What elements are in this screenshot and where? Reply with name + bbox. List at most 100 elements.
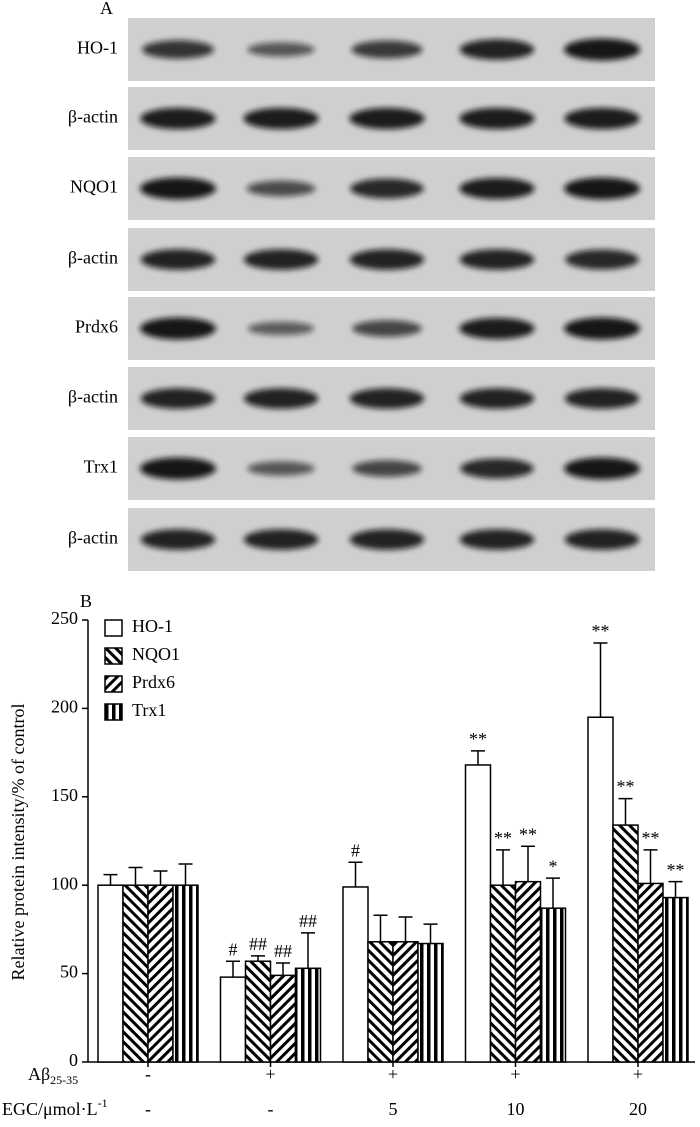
error-bar — [348, 861, 363, 887]
bar — [122, 884, 149, 1063]
blot-band — [352, 320, 422, 337]
legend-label: HO-1 — [132, 616, 173, 636]
blot-band — [459, 317, 535, 340]
blot-band — [243, 529, 319, 550]
condition-value: - — [145, 1099, 151, 1119]
blot-band — [564, 457, 640, 480]
bar — [342, 886, 369, 1063]
blot-band — [351, 40, 423, 59]
condition-label-text: Aβ — [28, 1064, 50, 1084]
y-tick-label: 250 — [51, 608, 78, 628]
bar — [294, 967, 322, 1063]
y-tick-label: 100 — [51, 873, 78, 893]
error-bar — [593, 642, 608, 718]
condition-label: Aβ25-35 — [28, 1064, 78, 1087]
bar — [147, 884, 174, 1063]
blot-band — [350, 178, 424, 199]
condition-value: + — [265, 1064, 275, 1084]
bar — [417, 942, 444, 1063]
blot-band — [140, 107, 216, 130]
error-bar — [301, 932, 315, 969]
error-bar — [276, 962, 290, 976]
y-tick-label: 50 — [60, 962, 78, 982]
significance-label: ** — [592, 621, 610, 641]
significance-label: ** — [667, 860, 685, 880]
blot-band — [349, 529, 425, 550]
blot-band — [349, 249, 425, 270]
significance-label: * — [549, 856, 558, 876]
error-bar — [373, 914, 388, 942]
blot-band — [246, 180, 316, 197]
y-tick-label: 200 — [51, 697, 78, 717]
condition-value: + — [510, 1064, 520, 1084]
error-bar — [398, 916, 413, 942]
bar — [637, 882, 664, 1063]
legend-swatch — [104, 619, 123, 637]
blot-label: NQO1 — [70, 177, 118, 197]
error-bar — [471, 750, 485, 765]
legend-label: Trx1 — [132, 700, 166, 720]
condition-value: + — [633, 1064, 643, 1084]
blot-band — [349, 107, 425, 130]
condition-value: - — [268, 1099, 274, 1119]
condition-label-sub: 25-35 — [50, 1073, 78, 1087]
legend-label: Prdx6 — [132, 672, 175, 692]
significance-label: ## — [249, 934, 267, 954]
error-bar — [251, 955, 265, 962]
condition-value: 10 — [507, 1099, 525, 1119]
significance-label: ** — [519, 824, 537, 844]
condition-label-sup: -1 — [98, 1096, 108, 1110]
error-bar — [546, 877, 560, 909]
bar — [539, 907, 567, 1063]
condition-label: EGC/μmol·L-1 — [2, 1096, 108, 1119]
blot-band — [564, 388, 640, 409]
legend-swatch — [104, 703, 123, 721]
bar — [367, 941, 394, 1063]
bar — [489, 884, 517, 1063]
y-tick-label: 150 — [51, 785, 78, 805]
blot-label: Prdx6 — [75, 317, 118, 337]
blot-band — [243, 107, 319, 130]
blot-label: Trx1 — [84, 457, 118, 477]
bar — [612, 824, 639, 1063]
condition-value: 5 — [389, 1099, 398, 1119]
bar — [392, 941, 419, 1063]
significance-label: # — [229, 939, 238, 959]
blot-band — [140, 529, 216, 550]
blot-band — [140, 317, 216, 340]
bar — [172, 884, 199, 1063]
blot-band — [243, 249, 319, 270]
error-bar — [423, 923, 438, 944]
blot-label: HO-1 — [77, 38, 118, 58]
legend-label: NQO1 — [132, 644, 180, 664]
bar — [514, 880, 542, 1063]
bar — [97, 884, 124, 1063]
blot-band — [564, 177, 640, 200]
bar — [269, 974, 297, 1063]
error-bar — [226, 960, 240, 978]
significance-label: ** — [494, 828, 512, 848]
blot-band — [352, 460, 422, 477]
blot-band — [140, 249, 216, 270]
significance-label: ** — [617, 777, 635, 797]
blot-band — [459, 249, 535, 270]
blot-band — [247, 42, 315, 57]
blot-band — [459, 388, 535, 409]
blot-band — [140, 457, 216, 480]
bar — [219, 976, 247, 1063]
error-bar — [668, 880, 683, 898]
blot-band — [140, 177, 216, 200]
blot-label: β-actin — [68, 387, 118, 407]
error-bar — [153, 870, 168, 886]
error-bar — [496, 849, 510, 886]
error-bar — [643, 849, 658, 884]
blot-band — [564, 529, 640, 550]
blot-band — [459, 39, 535, 60]
error-bar — [178, 863, 193, 886]
legend-swatch — [104, 647, 123, 665]
blot-band — [459, 107, 535, 130]
panel-label: A — [100, 0, 113, 18]
panel-label: B — [80, 591, 92, 611]
blot-band — [459, 529, 535, 550]
